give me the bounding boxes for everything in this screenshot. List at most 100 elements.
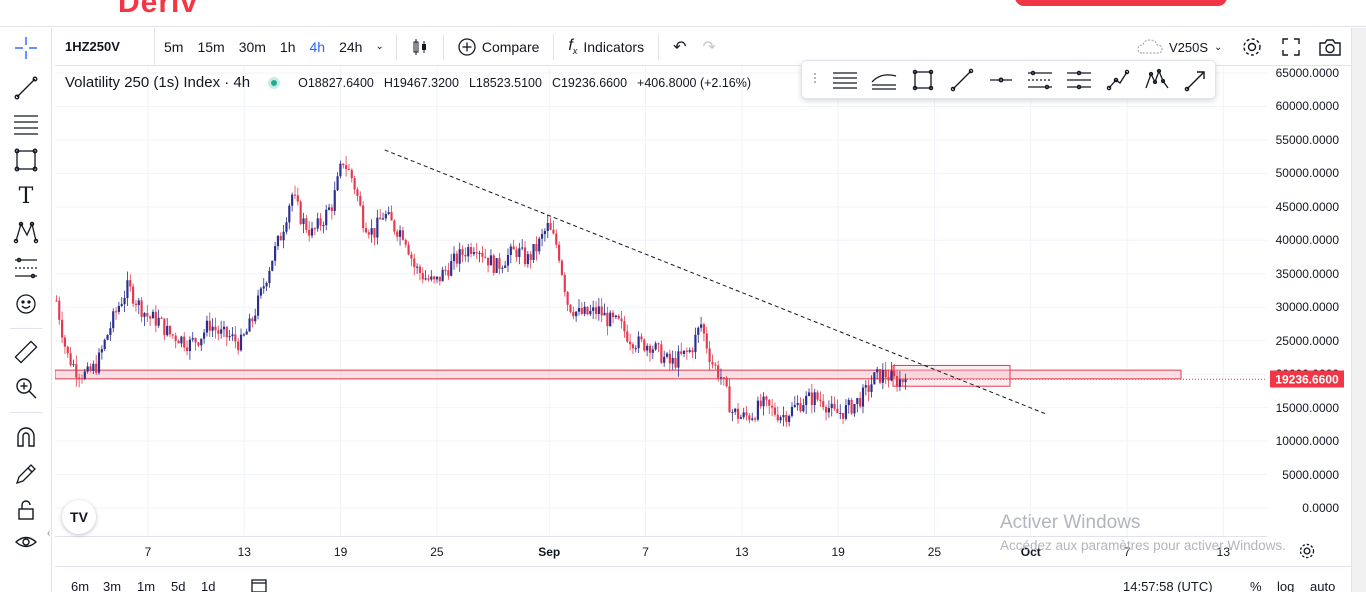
time-axis[interactable]: 7 13 19 25 Sep 7 13 19 25 Oct 7 13 — [55, 536, 1267, 566]
redo-button[interactable]: ↷ — [694, 33, 723, 61]
price-tick-label: 45000.0000 — [1275, 199, 1339, 214]
candle-body — [109, 328, 112, 335]
candle-body — [293, 194, 297, 196]
tv-logo-icon: TV — [70, 509, 88, 525]
fib-tool[interactable] — [12, 110, 40, 138]
magnet-tool[interactable] — [12, 424, 40, 452]
crosshair-tool[interactable] — [12, 34, 40, 62]
compare-button[interactable]: Compare — [450, 33, 548, 61]
log-toggle[interactable]: log — [1277, 579, 1295, 592]
candle-body — [262, 286, 265, 289]
trendline-tool[interactable] — [12, 74, 40, 102]
rectangle-icon — [14, 148, 38, 172]
candle-body — [489, 255, 493, 266]
horizontal-ray-tool[interactable] — [982, 60, 1021, 99]
range-6m[interactable]: 6m — [71, 579, 90, 592]
path-tool[interactable] — [1098, 60, 1137, 99]
interval-5m[interactable]: 5m — [164, 38, 184, 55]
price-tick-label: 35000.0000 — [1275, 266, 1339, 281]
interval-15m[interactable]: 15m — [197, 38, 225, 55]
shape-tool[interactable] — [12, 146, 40, 174]
interval-dropdown-icon[interactable]: ⌄ — [375, 41, 384, 52]
candle-body — [424, 278, 427, 280]
horizontal-lines-tool[interactable] — [826, 60, 865, 99]
lock-drawings-tool[interactable] — [12, 496, 40, 524]
candle-body — [509, 246, 512, 256]
candle-body — [89, 366, 92, 371]
ohlc-values: O18827.6400 H19467.3200 L18523.5100 C192… — [298, 76, 751, 90]
elliott-wave-tool[interactable] — [1137, 60, 1176, 99]
time-tick-label: 7 — [642, 545, 649, 559]
candle-body — [282, 231, 285, 241]
price-range-tool[interactable] — [1059, 60, 1098, 99]
right-symbol-selector[interactable]: V250S ⌄ — [1137, 28, 1222, 66]
text-tool[interactable]: T — [12, 182, 40, 210]
percent-toggle[interactable]: % — [1250, 579, 1262, 592]
brand-logo[interactable]: Deriv — [118, 0, 199, 19]
price-chart[interactable] — [55, 66, 1267, 536]
icons-tool[interactable] — [12, 290, 40, 318]
candle-body — [441, 269, 444, 282]
range-5d[interactable]: 5d — [171, 579, 186, 592]
candle-body — [702, 324, 706, 334]
arrow-tool[interactable] — [1176, 60, 1215, 99]
interval-24h[interactable]: 24h — [339, 38, 363, 55]
candle-body — [245, 331, 248, 335]
undo-button[interactable]: ↶ — [665, 33, 694, 61]
parallel-channel-tool[interactable] — [1020, 60, 1059, 99]
auto-toggle[interactable]: auto — [1310, 579, 1336, 592]
high-value: H19467.3200 — [383, 75, 459, 90]
drag-handle-icon[interactable]: ⠇ — [811, 71, 823, 87]
candle-body — [859, 398, 862, 407]
candle-body — [682, 350, 686, 354]
tradingview-logo[interactable]: TV — [62, 500, 96, 534]
range-3m[interactable]: 3m — [103, 579, 122, 592]
candle-body — [560, 260, 564, 275]
candle-body — [580, 308, 583, 314]
candle-body — [160, 317, 163, 319]
price-axis[interactable]: 65000.0000 60000.0000 55000.0000 50000.0000… — [1267, 66, 1351, 536]
fullscreen-button[interactable] — [1281, 28, 1301, 66]
candle-body — [203, 332, 206, 339]
date-range-button[interactable] — [251, 577, 267, 592]
candle-body — [330, 207, 333, 211]
axis-settings-button[interactable] — [1298, 542, 1316, 565]
watermark-title: Activer Windows — [1000, 512, 1141, 533]
symbol-search[interactable]: 1HZ250V — [55, 28, 155, 65]
candle-body — [333, 190, 336, 211]
candle-body — [274, 246, 277, 261]
pattern-tool[interactable] — [12, 218, 40, 246]
time-tick-label: 13 — [1216, 545, 1231, 559]
hide-drawings-tool[interactable] — [12, 528, 40, 556]
candle-body — [830, 403, 833, 409]
range-1m[interactable]: 1m — [137, 579, 156, 592]
header-cta-button[interactable] — [1015, 0, 1227, 6]
candle-body — [452, 253, 456, 262]
interval-4h[interactable]: 4h — [309, 38, 326, 55]
page-scrollbar[interactable] — [1351, 28, 1366, 592]
prediction-tool[interactable] — [12, 254, 40, 282]
collapse-toolbar-icon[interactable]: ‹ — [47, 528, 51, 539]
crosshair-icon — [15, 37, 37, 59]
rectangle-tool[interactable] — [904, 60, 943, 99]
candle-body — [697, 327, 700, 335]
stay-drawing-tool[interactable] — [12, 460, 40, 488]
candle-body — [827, 408, 830, 413]
line-tool[interactable] — [943, 60, 982, 99]
settings-button[interactable] — [1241, 28, 1263, 66]
snapshot-button[interactable] — [1318, 28, 1342, 66]
candle-body — [861, 387, 865, 407]
indicators-button[interactable]: fx Indicators — [560, 33, 652, 61]
range-1d[interactable]: 1d — [201, 579, 216, 592]
chart-type-button[interactable] — [403, 33, 437, 61]
candle-body — [623, 321, 626, 332]
text-icon: T — [18, 183, 34, 209]
candle-body — [302, 218, 305, 225]
interval-1h[interactable]: 1h — [279, 38, 296, 55]
interval-30m[interactable]: 30m — [238, 38, 266, 55]
clock-display[interactable]: 14:57:58 (UTC) — [1123, 579, 1213, 592]
channel-tool[interactable] — [865, 60, 904, 99]
zoom-tool[interactable] — [12, 374, 40, 402]
candle-body — [308, 229, 311, 236]
measure-tool[interactable] — [12, 338, 40, 366]
